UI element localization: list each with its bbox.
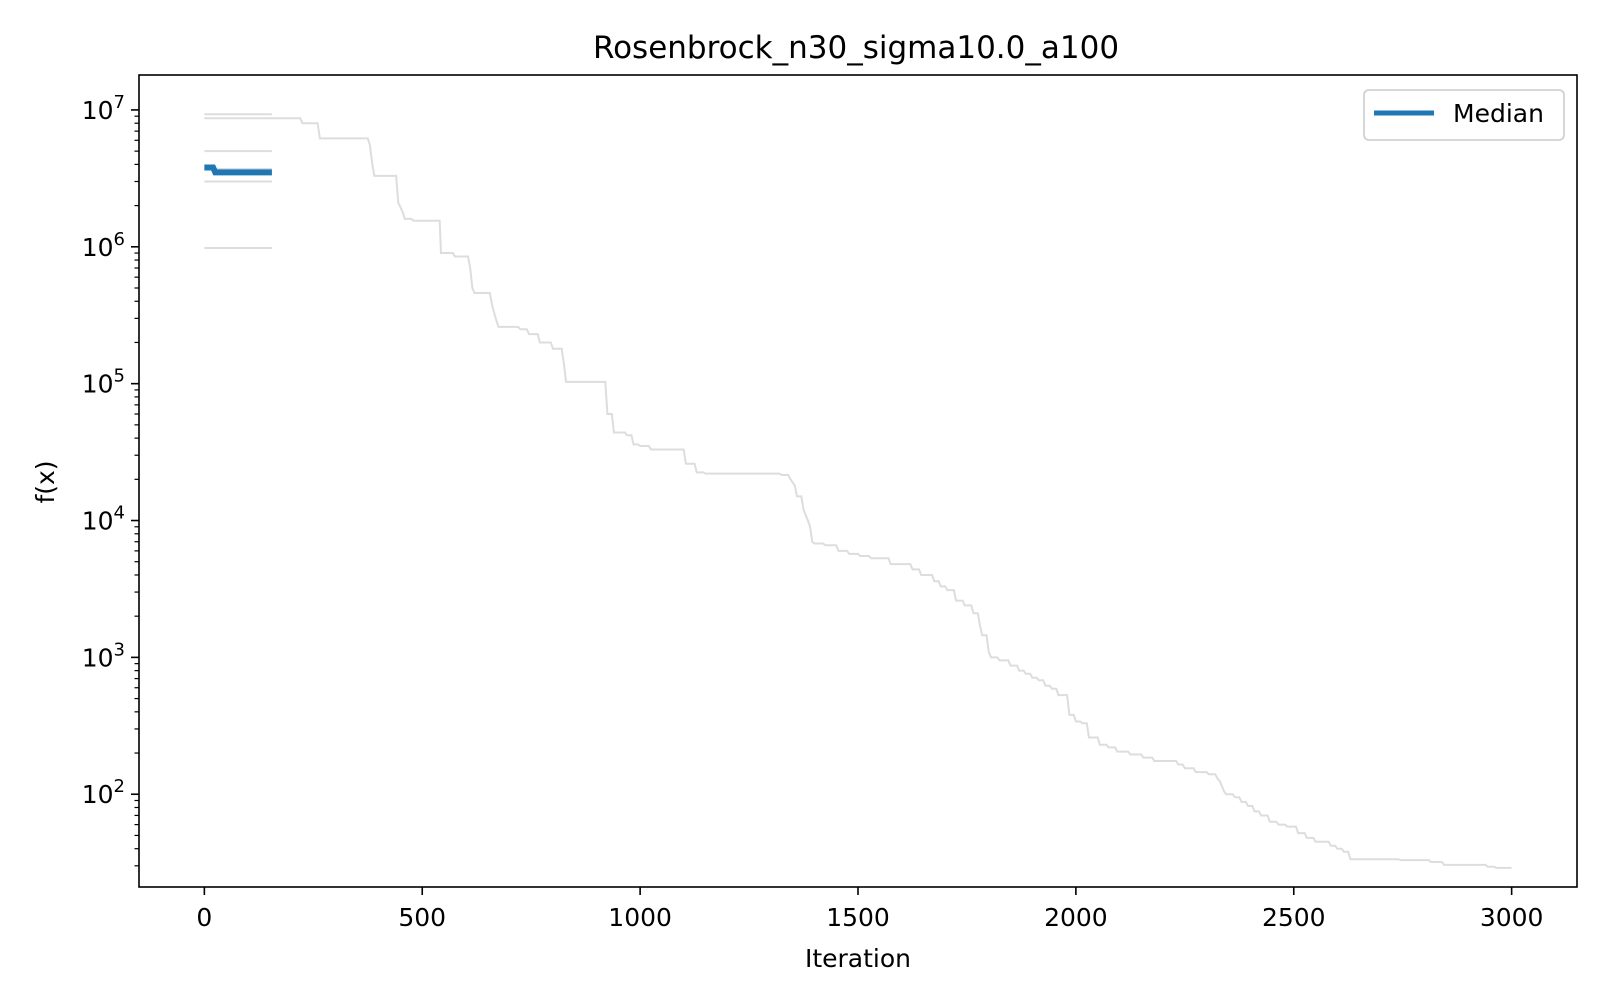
y-tick-label: 103	[82, 639, 125, 672]
x-tick-label: 1000	[608, 903, 672, 932]
chart-title: Rosenbrock_n30_sigma10.0_a100	[593, 30, 1119, 66]
series-line-run	[204, 117, 1512, 869]
x-tick-label: 0	[196, 903, 212, 932]
y-tick-label: 105	[82, 366, 125, 399]
x-axis: 0 500 1000 1500 2000 2500 3000	[196, 887, 1543, 932]
legend: Median	[1363, 89, 1565, 141]
y-tick-label: 106	[82, 229, 125, 262]
x-tick-label: 500	[398, 903, 446, 932]
y-axis: 102 103 104 105 106 107	[82, 92, 139, 867]
x-tick-label: 2500	[1262, 903, 1326, 932]
x-tick-label: 1500	[826, 903, 890, 932]
y-tick-label: 102	[82, 776, 125, 809]
x-tick-label: 2000	[1044, 903, 1108, 932]
legend-box	[1363, 89, 1565, 141]
x-tick-label: 3000	[1480, 903, 1544, 932]
legend-label-median: Median	[1453, 99, 1544, 128]
y-axis-label: f(x)	[31, 460, 60, 503]
y-tick-label: 107	[82, 92, 125, 125]
y-tick-label: 104	[82, 503, 125, 536]
x-axis-label: Iteration	[805, 944, 911, 973]
series-line-median	[204, 164, 272, 176]
series-layer	[204, 113, 1512, 869]
